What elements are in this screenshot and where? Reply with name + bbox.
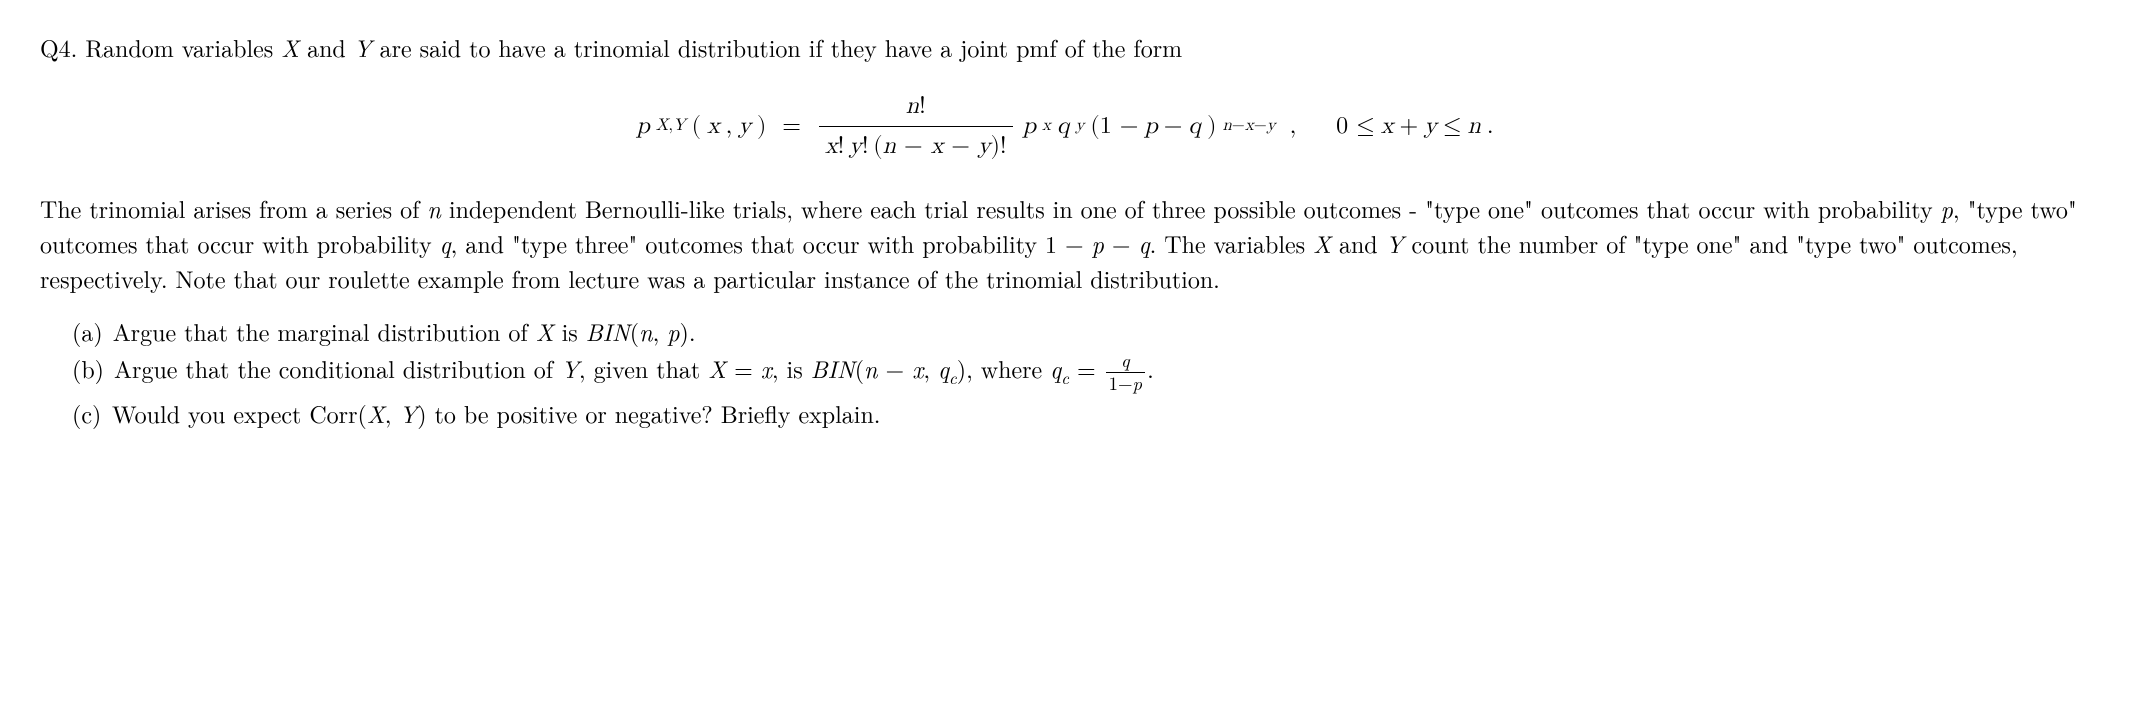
body-text-1: independent Bernoulli-like trials, where… xyxy=(441,191,1941,225)
qc-fraction: q 1−p xyxy=(1106,351,1145,393)
var-X: X xyxy=(1313,226,1331,260)
var-Y: Y xyxy=(1386,226,1404,260)
multinomial-coefficient: n! x! y! (n − x − y)! xyxy=(819,89,1013,164)
part-c-text: Would you expect Corr(X, Y) to be positi… xyxy=(112,396,880,431)
part-a-label: (a) xyxy=(72,314,103,349)
question-label: Q4. xyxy=(40,30,77,64)
part-b: (b) Argue that the conditional distribut… xyxy=(72,351,2090,394)
question-intro: Q4. Random variables X and Y are said to… xyxy=(40,30,2090,65)
var-q: q xyxy=(440,226,451,260)
intro-text: Random variables X and Y are said to hav… xyxy=(85,30,1182,64)
var-p: p xyxy=(1941,191,1953,225)
body-text-5: and xyxy=(1331,226,1386,260)
part-b-label: (b) xyxy=(72,351,104,386)
part-a: (a) Argue that the marginal distribution… xyxy=(72,314,2090,349)
body-text-3: , and "type three" outcomes that occur w… xyxy=(451,226,1045,260)
body-text-4: . The variables xyxy=(1150,226,1314,260)
description-paragraph: The trinomial arises from a series of n … xyxy=(40,191,2090,295)
var-n: n xyxy=(427,191,441,225)
part-c: (c) Would you expect Corr(X, Y) to be po… xyxy=(72,396,2090,431)
subparts-list: (a) Argue that the marginal distribution… xyxy=(72,314,2090,431)
body-text-0: The trinomial arises from a series of xyxy=(40,191,427,225)
joint-pmf-equation: pX,Y(x, y) = n! x! y! (n − x − y)! pxqy(… xyxy=(40,89,2090,164)
part-a-text: Argue that the marginal distribution of … xyxy=(113,314,696,349)
part-c-label: (c) xyxy=(72,396,102,431)
part-b-text: Argue that the conditional distribution … xyxy=(114,351,1154,394)
